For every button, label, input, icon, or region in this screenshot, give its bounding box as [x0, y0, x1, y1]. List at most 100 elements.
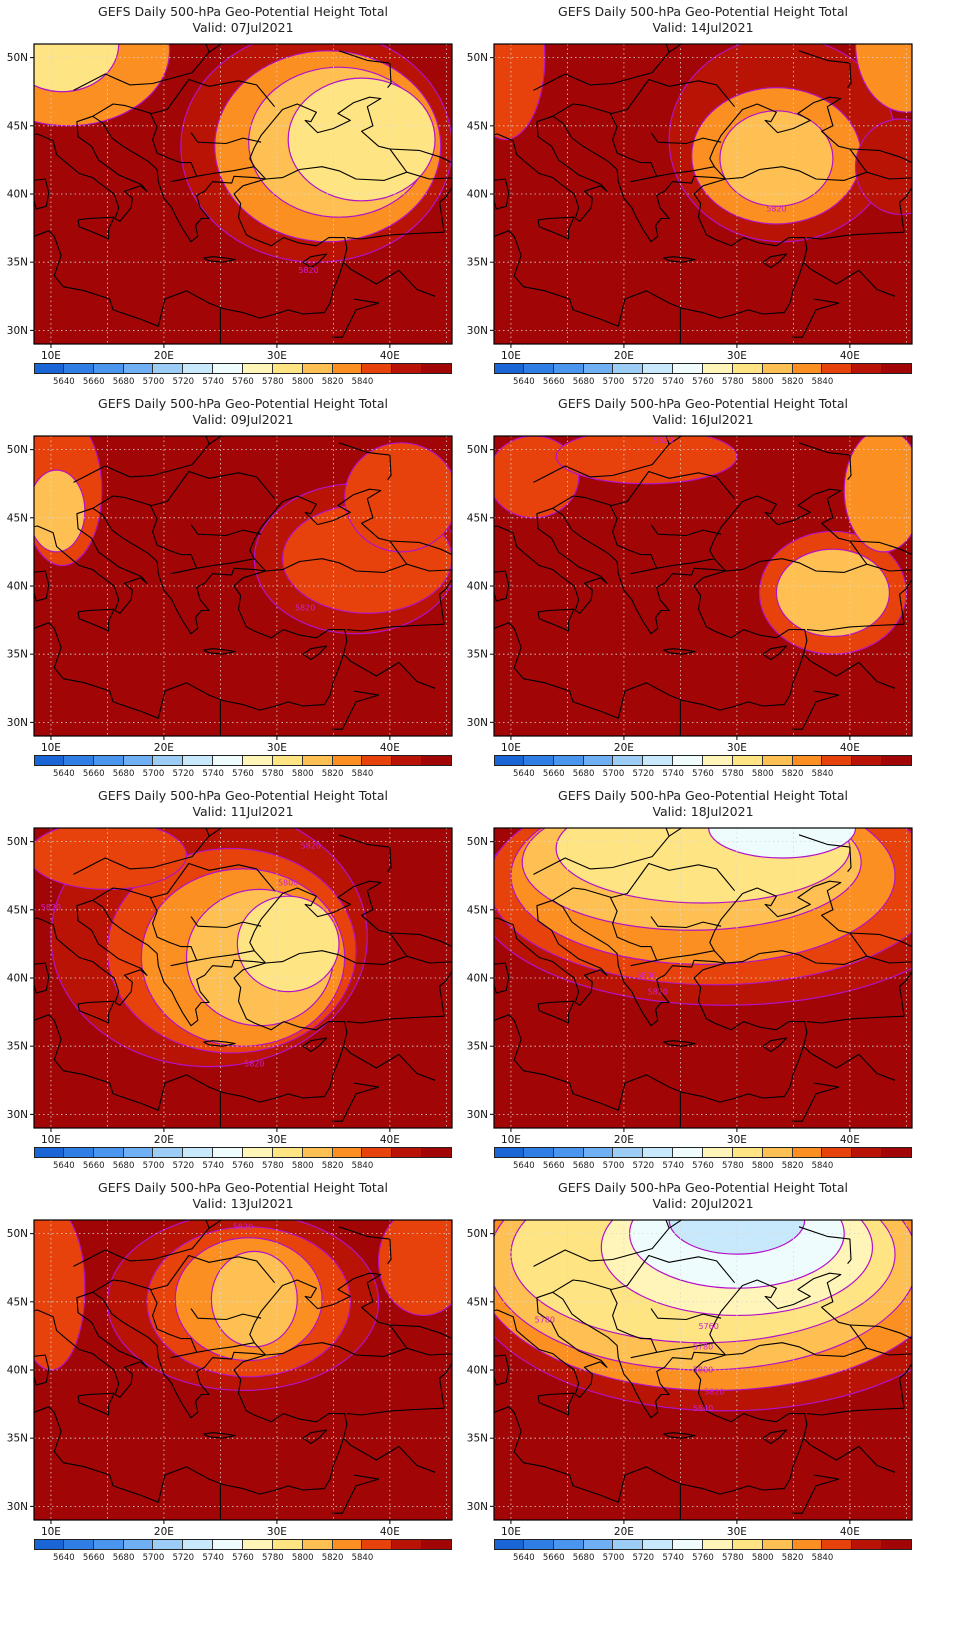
coastline: [803, 1045, 896, 1081]
coastline: [149, 505, 198, 575]
lat-tick-label: 30N: [467, 1109, 488, 1121]
colorbar-swatch: [34, 755, 64, 766]
coastline: [537, 608, 575, 632]
colorbar-swatch: [703, 363, 733, 374]
coastline: [737, 30, 760, 40]
coastline: [494, 899, 608, 1006]
lat-tick-label: 35N: [7, 1041, 28, 1053]
map-panel: GEFS Daily 500-hPa Geo-Potential Height …: [0, 0, 480, 410]
lon-tick-label: 30E: [727, 350, 747, 362]
coastline: [866, 955, 912, 1017]
colorbar: 5640 5660 5680 5700 5720 5740 5760 5780 5800 5820…: [34, 363, 452, 389]
colorbar-swatch: [583, 363, 614, 374]
colorbar-label: 5720: [632, 1553, 655, 1563]
coastline: [920, 1309, 940, 1364]
coastline: [656, 950, 715, 961]
colorbar-label: 5720: [632, 1161, 655, 1171]
lat-tick-label: 35N: [467, 649, 488, 661]
coastline: [34, 166, 407, 327]
colorbar-label: 5800: [751, 769, 774, 779]
height-contour: [344, 442, 452, 553]
colorbar-swatch: [123, 1147, 154, 1158]
lon-tick-label: 20E: [154, 1526, 174, 1538]
coastline: [149, 1289, 198, 1359]
colorbar-swatch: [494, 1147, 524, 1158]
coastline: [650, 524, 722, 537]
colorbar-swatch: [762, 1539, 793, 1550]
coastline: [34, 570, 50, 602]
colorbar-label: 5800: [291, 1161, 314, 1171]
height-contour: [34, 469, 86, 553]
colorbar-swatch: [183, 1147, 214, 1158]
colorbar-label: 5700: [602, 1161, 625, 1171]
colorbar-label: 5700: [142, 1553, 165, 1563]
colorbar-swatch: [153, 363, 184, 374]
height-map: 5820 50N 45N 40N 35N 30N 10E 20E 30E 40E: [7, 435, 453, 754]
colorbar-swatch: [673, 755, 703, 766]
coastline: [803, 653, 896, 689]
coastline: [792, 1082, 840, 1122]
colorbar-swatch: [93, 755, 124, 766]
coastline: [208, 44, 223, 53]
coastline: [149, 113, 198, 183]
lon-tick-label: 40E: [380, 1526, 400, 1538]
lat-tick-label: 40N: [7, 973, 28, 985]
colorbar-swatch: [272, 1147, 303, 1158]
colorbar-label: 5820: [321, 377, 344, 387]
coastline: [92, 1272, 408, 1419]
colorbar-label: 5700: [142, 769, 165, 779]
map-panel: GEFS Daily 500-hPa Geo-Potential Height …: [460, 0, 940, 410]
colorbar-label: 5680: [112, 1161, 135, 1171]
colorbar-label: 5660: [542, 769, 565, 779]
panel-title: GEFS Daily 500-hPa Geo-Potential Height …: [558, 4, 848, 19]
colorbar-label: 5820: [321, 1161, 344, 1171]
colorbar-label: 5720: [632, 377, 655, 387]
colorbar-label: 5680: [112, 1553, 135, 1563]
coastline: [190, 524, 262, 537]
lon-tick-label: 20E: [154, 350, 174, 362]
coastline: [552, 96, 868, 243]
coastline: [494, 507, 608, 614]
colorbar-swatch: [332, 363, 363, 374]
coastline: [650, 1308, 722, 1321]
colorbar-frame: [494, 1147, 912, 1158]
coastline: [798, 442, 852, 480]
coastline: [77, 216, 115, 240]
lat-tick-label: 40N: [467, 189, 488, 201]
lon-tick-label: 40E: [840, 1134, 860, 1146]
coastline: [866, 1347, 912, 1409]
lat-tick-label: 45N: [7, 904, 28, 916]
lon-tick-label: 30E: [267, 350, 287, 362]
coastline: [203, 256, 236, 263]
lat-tick-label: 35N: [467, 1433, 488, 1445]
coastline: [920, 133, 940, 188]
coastline: [338, 442, 392, 480]
height-contour: [236, 895, 340, 993]
colorbar-swatch: [852, 1539, 883, 1550]
colorbar-swatch: [494, 755, 524, 766]
colorbar-swatch: [822, 363, 853, 374]
lon-tick-label: 10E: [501, 1134, 521, 1146]
coastline: [609, 113, 658, 183]
lat-tick-label: 40N: [7, 1365, 28, 1377]
contour-label: 5820: [301, 841, 321, 850]
colorbar-label: 5720: [172, 769, 195, 779]
colorbar-swatch: [362, 1539, 393, 1550]
colorbar-label: 5640: [53, 1553, 75, 1563]
coastline: [668, 1220, 683, 1229]
colorbar-label: 5740: [662, 769, 684, 779]
coastline: [338, 834, 392, 872]
lon-tick-label: 40E: [840, 350, 860, 362]
colorbar-label: 5780: [262, 1553, 284, 1563]
coastline: [343, 261, 436, 297]
lat-tick-label: 50N: [7, 52, 28, 64]
contour-label: 5820: [41, 903, 61, 912]
colorbar-swatch: [34, 1147, 64, 1158]
colorbar: 5640 5660 5680 5700 5720 5740 5760 5780 5800 5820…: [34, 1147, 452, 1173]
colorbar-swatch: [613, 1147, 644, 1158]
height-contour: [287, 77, 436, 202]
coastline: [849, 148, 912, 164]
coastline: [77, 608, 115, 632]
coastline: [34, 558, 407, 719]
colorbar-swatch: [613, 363, 644, 374]
